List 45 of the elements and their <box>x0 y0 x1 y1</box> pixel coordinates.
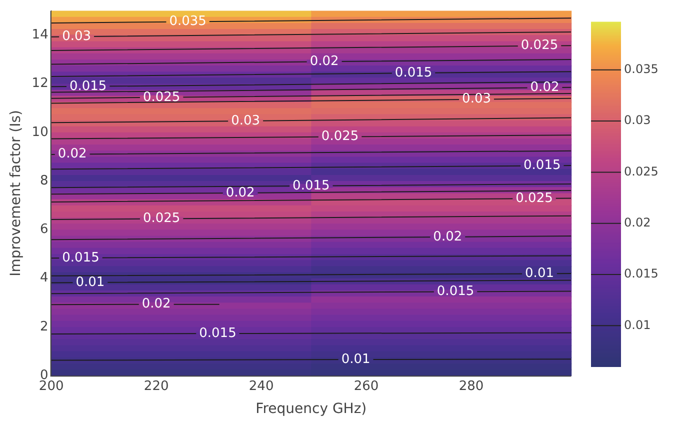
x-tick-label: 200 <box>38 378 64 394</box>
series-label: 0.015 <box>199 326 236 341</box>
series-label: 0.035 <box>169 14 206 30</box>
series-label: 0.025 <box>142 211 180 226</box>
series-label: 0.025 <box>520 38 558 54</box>
y-tick-label: 4 <box>40 270 48 286</box>
series-label: 0.03 <box>62 28 92 44</box>
color-bar-label: 0.02 <box>624 215 651 230</box>
series-label: 0.01 <box>76 274 105 290</box>
color-bar-label: 0.025 <box>624 164 658 178</box>
series-label: 0.025 <box>321 129 359 144</box>
series-label: 0.015 <box>524 158 561 174</box>
series-label: 0.02 <box>310 54 339 70</box>
series-label: 0.02 <box>58 146 87 162</box>
series-label: 0.02 <box>142 296 171 312</box>
y-tick-label: 2 <box>40 319 48 334</box>
series-label: 0.015 <box>62 250 100 266</box>
color-bar-label: 0.01 <box>624 318 651 332</box>
y-tick-label: 6 <box>40 222 48 238</box>
x-tick-label: 260 <box>354 378 379 394</box>
x-tick-label: 280 <box>458 378 484 394</box>
x-axis-title: Frequency GHz) <box>256 401 367 418</box>
series-label: 0.02 <box>226 185 255 200</box>
series-label: 0.01 <box>341 352 370 367</box>
series-label: 0.01 <box>525 266 554 282</box>
y-tick-label: 8 <box>40 173 48 188</box>
series-label: 0.025 <box>516 190 553 206</box>
series-label: 0.015 <box>394 65 432 80</box>
y-tick-label: 14 <box>32 27 48 42</box>
y-tick-label: 10 <box>32 124 48 140</box>
color-bar-label: 0.03 <box>624 113 651 128</box>
series-label: 0.03 <box>231 113 260 128</box>
series-label: 0.015 <box>69 78 107 94</box>
x-tick-label: 220 <box>144 378 169 394</box>
series-label: 0.02 <box>530 80 560 96</box>
y-tick-label: 12 <box>32 76 48 92</box>
y-axis-title: Improvement factor (Is) <box>8 110 24 276</box>
series-label: 0.02 <box>433 229 462 244</box>
x-tick-label: 240 <box>248 378 274 394</box>
series-label: 0.025 <box>142 90 180 105</box>
color-bar-label: 0.035 <box>624 62 658 76</box>
color-bar-label: 0.015 <box>624 266 658 281</box>
series-label: 0.015 <box>436 284 474 300</box>
series-label: 0.015 <box>292 178 330 194</box>
series-label: 0.03 <box>462 92 491 107</box>
